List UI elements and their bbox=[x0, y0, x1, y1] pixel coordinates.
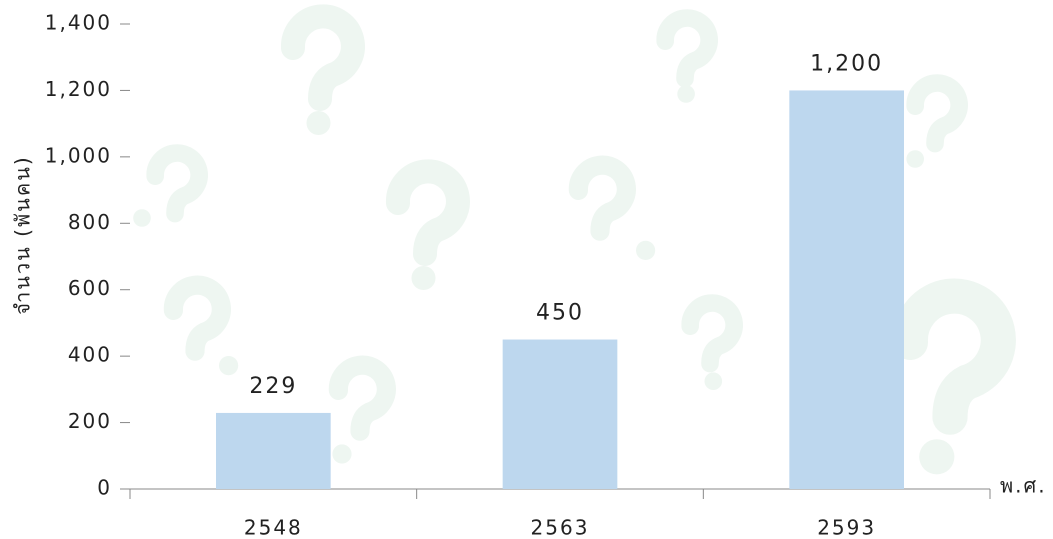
y-tick-label: 400 bbox=[68, 343, 112, 367]
y-tick-label: 600 bbox=[68, 276, 112, 300]
value-label: 229 bbox=[249, 374, 297, 399]
bar bbox=[216, 412, 331, 489]
y-tick-label: 1,000 bbox=[45, 143, 112, 167]
y-tick-label: 800 bbox=[68, 210, 112, 234]
x-tick-label: 2563 bbox=[531, 516, 590, 539]
y-tick-label: 1,200 bbox=[45, 77, 112, 101]
y-tick-label: 0 bbox=[97, 476, 112, 500]
y-tick-label: 200 bbox=[68, 409, 112, 433]
bar bbox=[502, 339, 618, 489]
value-label: 450 bbox=[536, 301, 584, 326]
y-axis-label: จำนวน (พันคน) bbox=[11, 155, 35, 314]
x-tick-label: 2593 bbox=[817, 516, 876, 539]
x-axis-label: พ.ศ. bbox=[1000, 474, 1047, 498]
x-tick-label: 2548 bbox=[244, 516, 303, 539]
background-decoration bbox=[133, 4, 1016, 475]
value-label: 1,200 bbox=[810, 51, 883, 76]
y-tick-label: 1,400 bbox=[45, 11, 112, 35]
bar bbox=[789, 90, 904, 489]
